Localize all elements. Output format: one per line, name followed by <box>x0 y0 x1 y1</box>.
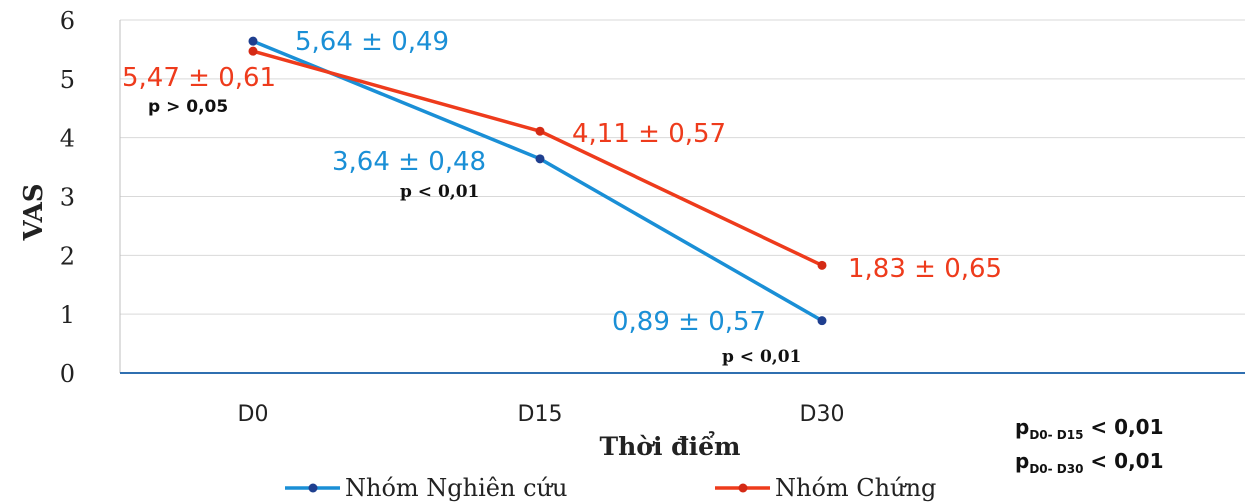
footnote: pD0- D30 < 0,01 <box>1015 449 1164 476</box>
y-tick-label: 2 <box>60 242 75 270</box>
legend-item: Nhóm Nghiên cứu <box>285 474 567 502</box>
y-tick-label: 6 <box>60 7 75 35</box>
data-labels: 5,64 ± 0,49 3,64 ± 0,48 0,89 ± 0,57 5,47 ± … <box>122 27 1002 337</box>
data-label: 1,83 ± 0,65 <box>848 254 1002 284</box>
data-label: 5,47 ± 0,61 <box>122 63 276 93</box>
x-tick-label: D15 <box>518 402 563 427</box>
legend: Nhóm Nghiên cứu Nhóm Chứng <box>285 474 936 502</box>
data-point <box>248 46 258 56</box>
data-label: 3,64 ± 0,48 <box>332 147 486 177</box>
p-value-annotation: p < 0,01 <box>400 182 479 202</box>
series-lines <box>248 36 827 326</box>
series-nghien-cuu <box>248 36 827 326</box>
p-value-annotation: p < 0,01 <box>722 347 801 367</box>
x-tick-label: D0 <box>238 402 269 427</box>
y-tick-label: 5 <box>60 66 75 94</box>
y-axis-title: VAS <box>19 183 49 241</box>
legend-item: Nhóm Chứng <box>715 474 936 502</box>
y-tick-label: 3 <box>60 184 75 212</box>
data-point <box>535 154 545 164</box>
p-value-annotation: p > 0,05 <box>148 97 228 117</box>
y-tick-label: 0 <box>60 360 75 388</box>
legend-label: Nhóm Nghiên cứu <box>345 474 567 502</box>
x-tick-label: D30 <box>800 402 845 427</box>
data-point <box>535 126 545 136</box>
p-value-annotations: p > 0,05 p < 0,01 p < 0,01 <box>148 97 801 367</box>
y-tick-label: 1 <box>60 301 75 329</box>
data-point <box>817 260 827 270</box>
x-axis-title: Thời điểm <box>600 432 741 461</box>
x-tick-labels: D0 D15 D30 <box>238 402 845 427</box>
gridlines <box>119 19 1245 373</box>
data-point <box>817 316 827 326</box>
series-chung <box>248 46 827 270</box>
footnote: pD0- D15 < 0,01 <box>1015 415 1164 442</box>
legend-swatch-marker <box>308 483 318 493</box>
data-label: 4,11 ± 0,57 <box>572 119 726 149</box>
legend-label: Nhóm Chứng <box>775 474 936 502</box>
data-point <box>248 36 258 46</box>
y-tick-labels: 0 1 2 3 4 5 6 <box>60 7 75 388</box>
footnotes: pD0- D15 < 0,01 pD0- D30 < 0,01 <box>1015 415 1164 476</box>
data-label: 5,64 ± 0,49 <box>295 27 449 57</box>
data-label: 0,89 ± 0,57 <box>612 307 766 337</box>
legend-swatch-marker <box>738 483 748 493</box>
y-tick-label: 4 <box>60 125 75 153</box>
